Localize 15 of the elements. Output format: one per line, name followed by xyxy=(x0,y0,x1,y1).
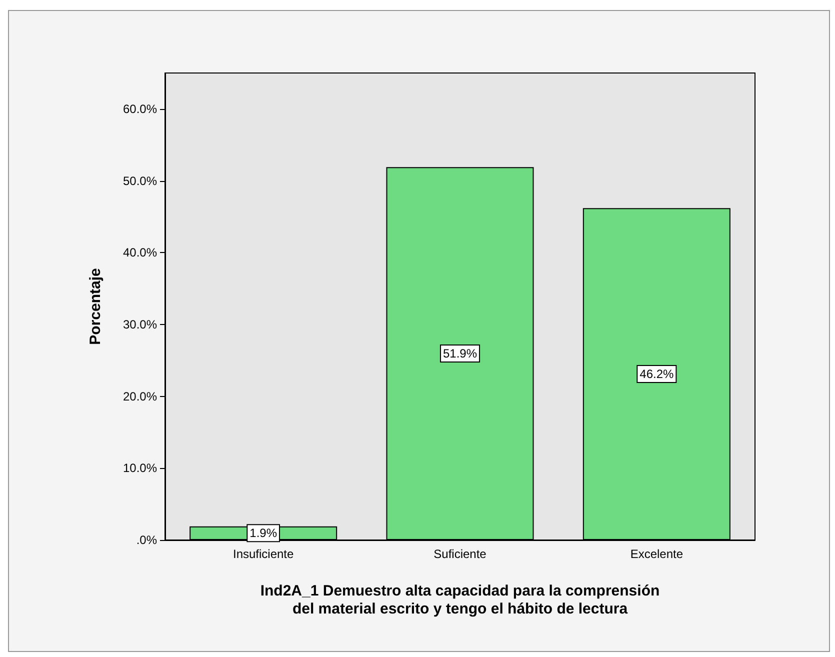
y-tick-label: .0% xyxy=(136,533,158,547)
y-tick-label: 60.0% xyxy=(122,102,158,116)
data-label: 46.2% xyxy=(640,367,674,382)
y-tick-label: 10.0% xyxy=(122,461,158,476)
data-label: 51.9% xyxy=(442,346,478,361)
x-tick-label: Suficiente xyxy=(434,547,487,561)
x-axis-title: Ind2A_1 Demuestro alta capacidad para la comprensión del material escrito y tengo el hábito de lectura xyxy=(260,582,660,618)
y-tick-label: 40.0% xyxy=(122,246,158,260)
y-tick-label: 30.0% xyxy=(122,317,158,332)
y-tick-label: 20.0% xyxy=(122,389,158,404)
data-label: 1.9% xyxy=(250,526,278,540)
x-tick-label: Insuficiente xyxy=(232,547,294,561)
y-tick-label: 50.0% xyxy=(122,174,158,188)
y-axis-title: Porcentaje xyxy=(87,268,104,345)
x-tick-label: Excelente xyxy=(630,547,684,561)
